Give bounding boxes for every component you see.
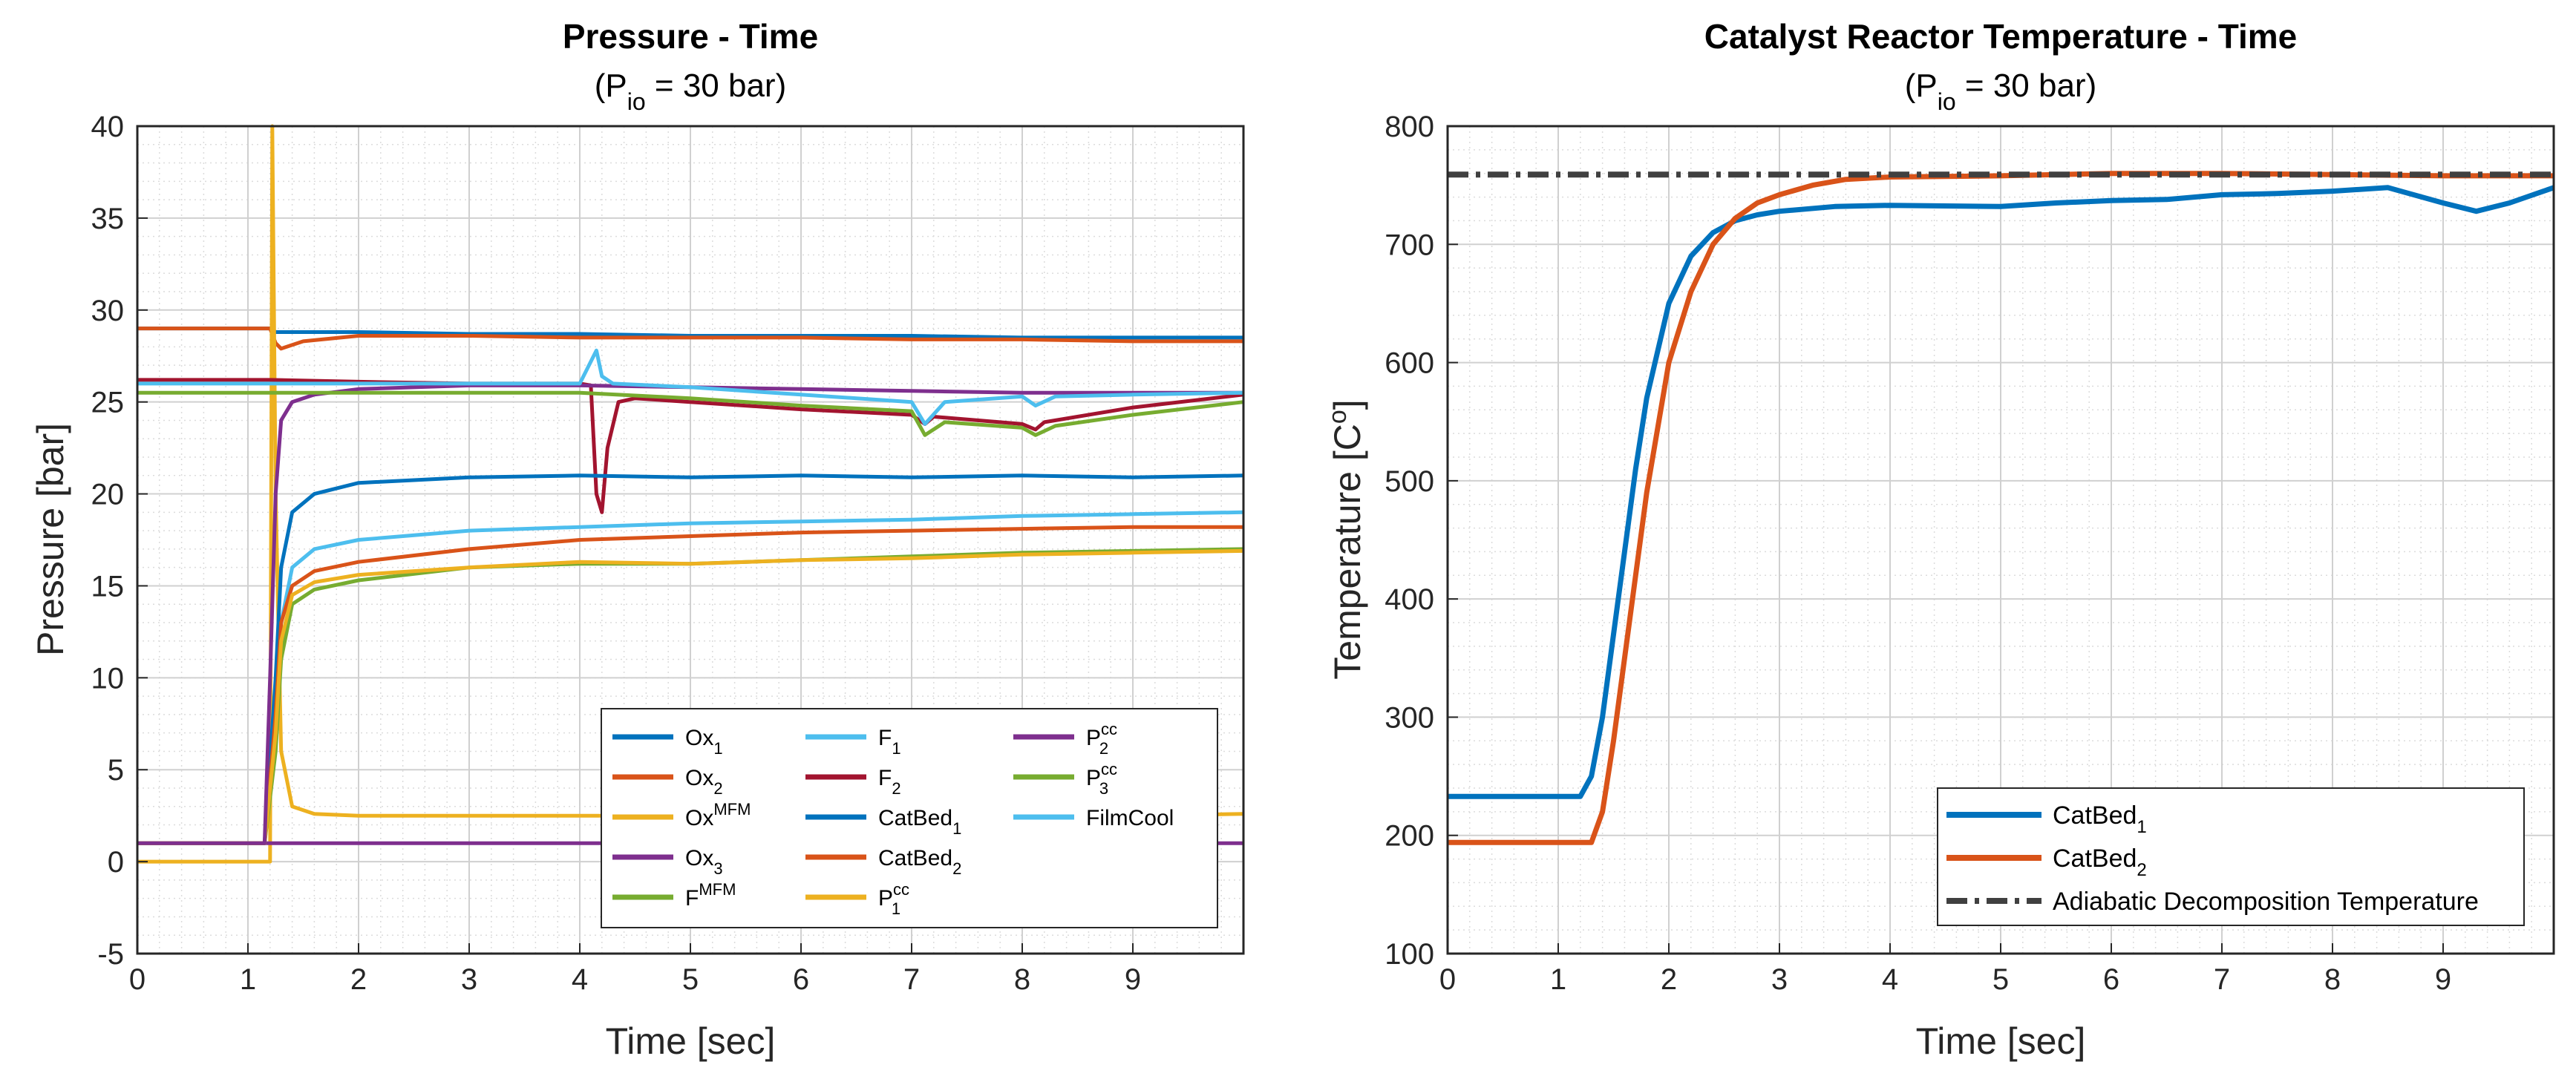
y-tick-label: 100 <box>1385 938 1434 971</box>
y-tick-label: 0 <box>108 846 124 879</box>
x-tick-label: 7 <box>2214 963 2230 996</box>
temperature-tick-labels: 0 1 2 3 4 5 6 7 8 9 100 200 300 400 500 600 700 800 <box>1385 111 2451 996</box>
legend-entry-label: FilmCool <box>1086 806 1174 830</box>
y-tick-label: 35 <box>91 203 125 235</box>
pressure-chart: Pressure - Time (Pio = 30 bar) 0 1 2 3 4 5 6 7 8… <box>30 17 1245 1062</box>
y-tick-label: 300 <box>1385 701 1434 734</box>
x-tick-label: 0 <box>129 963 146 996</box>
legend-entry-label: Pcc 3 <box>1086 760 1117 798</box>
y-tick-label: 15 <box>91 570 125 603</box>
series-line-11 <box>137 390 1244 437</box>
y-tick-label: 200 <box>1385 820 1434 853</box>
series-line-0 <box>137 327 1243 340</box>
y-tick-label: 700 <box>1385 229 1434 261</box>
legend-entry-label: Pcc 1 <box>878 880 909 918</box>
y-tick-label: 600 <box>1385 347 1434 380</box>
y-tick-label: 20 <box>91 479 125 511</box>
series-line-9 <box>137 548 1244 845</box>
y-tick-label: 10 <box>91 662 125 695</box>
legend-entry-label: FMFM <box>685 880 736 911</box>
series-line-12 <box>137 348 1244 426</box>
pressure-y-axis-label: Pressure [bar] <box>30 423 71 656</box>
pressure-chart-subtitle: (Pio = 30 bar) <box>595 68 786 115</box>
legend-entry-label: CatBed2 <box>2053 844 2147 880</box>
x-tick-label: 2 <box>350 963 367 996</box>
x-tick-label: 9 <box>2435 963 2451 996</box>
legend-entry-label: Pcc 2 <box>1086 720 1117 758</box>
x-tick-label: 2 <box>1661 963 1677 996</box>
temperature-legend: CatBed1 CatBed2 Adiabatic Decomposition Te… <box>1937 787 2525 926</box>
x-tick-label: 3 <box>461 963 477 996</box>
x-tick-label: 8 <box>1014 963 1030 996</box>
y-tick-label: 800 <box>1385 111 1434 143</box>
temperature-y-axis-label: Temperature [Co] <box>1324 399 1368 679</box>
legend-entry-label: Ox3 <box>685 846 723 878</box>
y-tick-label: 500 <box>1385 465 1434 498</box>
legend-box <box>601 708 1218 928</box>
legend-entry-label: Adiabatic Decomposition Temperature <box>2053 888 2479 916</box>
x-tick-label: 1 <box>1550 963 1566 996</box>
x-tick-label: 7 <box>903 963 920 996</box>
series-line-1 <box>137 327 1243 351</box>
x-tick-label: 8 <box>2324 963 2341 996</box>
temperature-chart: Catalyst Reactor Temperature - Time (Pio… <box>1324 17 2555 1062</box>
legend-entry-label: F1 <box>878 726 901 758</box>
temperature-series-lines <box>1448 171 2555 845</box>
legend-entry-label: OxMFM <box>685 800 751 830</box>
legend-entry-label: CatBed2 <box>878 846 961 878</box>
temperature-chart-title: Catalyst Reactor Temperature - Time <box>1704 17 2297 56</box>
y-tick-label: 30 <box>91 295 125 327</box>
x-tick-label: 0 <box>1439 963 1456 996</box>
x-tick-label: 3 <box>1771 963 1788 996</box>
series-line-10 <box>137 383 1243 845</box>
y-tick-label: 400 <box>1385 583 1434 616</box>
series-line-7 <box>137 473 1244 845</box>
legend-entry-label: Ox1 <box>685 726 723 758</box>
legend-entry-label: Ox2 <box>685 766 723 798</box>
x-tick-label: 6 <box>2103 963 2119 996</box>
legend-entry-label: CatBed1 <box>2053 801 2147 837</box>
legend-entry-label: CatBed1 <box>878 806 961 838</box>
series-line-1 <box>1448 171 2554 845</box>
temperature-chart-subtitle: (Pio = 30 bar) <box>1905 68 2096 115</box>
x-tick-label: 6 <box>793 963 809 996</box>
x-tick-label: 1 <box>240 963 256 996</box>
x-tick-label: 4 <box>1882 963 1898 996</box>
pressure-x-axis-label: Time [sec] <box>606 1020 776 1062</box>
pressure-chart-title: Pressure - Time <box>563 17 818 56</box>
x-tick-label: 5 <box>682 963 699 996</box>
y-tick-label: -5 <box>97 938 124 971</box>
x-tick-label: 9 <box>1125 963 1141 996</box>
x-tick-label: 5 <box>1993 963 2009 996</box>
y-tick-label: 40 <box>91 111 125 143</box>
y-tick-label: 25 <box>91 387 125 419</box>
x-tick-label: 4 <box>572 963 588 996</box>
series-line-0 <box>1448 185 2555 799</box>
legend-entry-label: F2 <box>878 766 901 798</box>
y-tick-label: 5 <box>108 754 124 787</box>
temperature-x-axis-label: Time [sec] <box>1916 1020 2086 1062</box>
